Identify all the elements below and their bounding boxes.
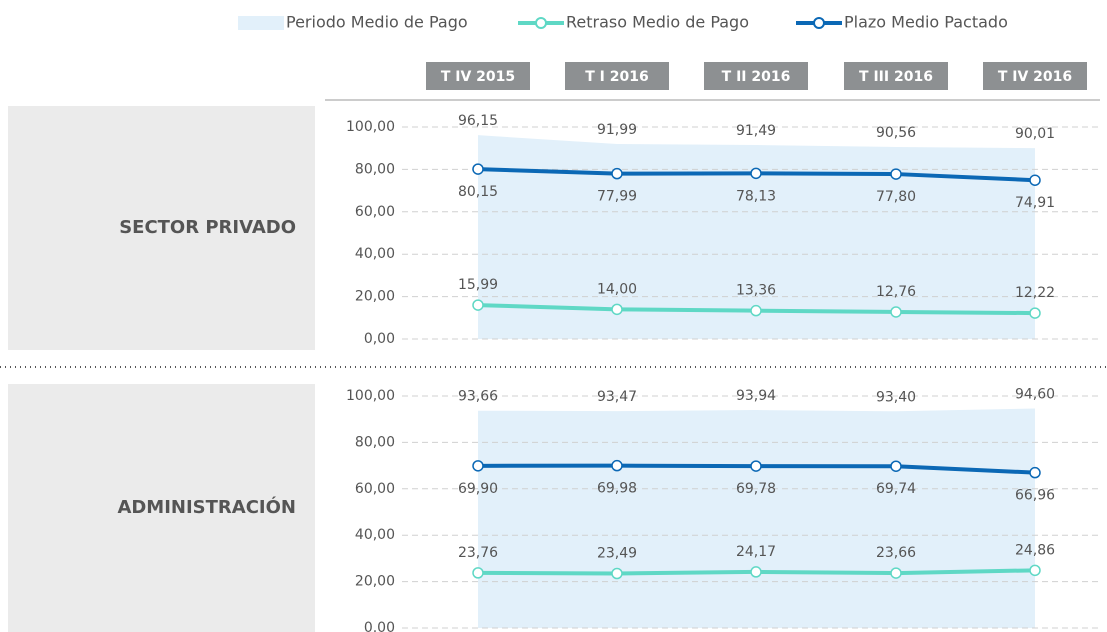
data-label: 93,66 bbox=[458, 389, 498, 405]
y-tick-label: 20,00 bbox=[355, 289, 395, 305]
marker bbox=[472, 460, 484, 472]
data-label: 23,49 bbox=[597, 546, 637, 562]
marker bbox=[472, 163, 484, 175]
y-tick-label: 0,00 bbox=[364, 331, 395, 347]
data-label: 80,15 bbox=[458, 184, 498, 200]
data-label: 93,47 bbox=[597, 389, 637, 405]
y-tick-label: 40,00 bbox=[355, 246, 395, 262]
data-label: 74,91 bbox=[1015, 195, 1055, 211]
data-label: 69,74 bbox=[876, 481, 916, 497]
legend-swatch bbox=[238, 16, 284, 30]
data-label: 90,01 bbox=[1015, 126, 1055, 142]
marker bbox=[1029, 174, 1041, 186]
y-tick-label: 60,00 bbox=[355, 204, 395, 220]
y-tick-label: 40,00 bbox=[355, 527, 395, 543]
panel-label-box bbox=[8, 106, 315, 350]
column-header-label: T IV 2016 bbox=[998, 69, 1072, 85]
data-label: 90,56 bbox=[876, 125, 916, 141]
legend-marker bbox=[535, 17, 547, 29]
column-header-label: T III 2016 bbox=[859, 69, 933, 85]
panel-label-box bbox=[8, 384, 315, 632]
area bbox=[478, 408, 1035, 628]
marker bbox=[1029, 307, 1041, 319]
data-label: 12,76 bbox=[876, 284, 916, 300]
marker bbox=[890, 567, 902, 579]
legend-label: Periodo Medio de Pago bbox=[286, 13, 468, 32]
y-tick-label: 60,00 bbox=[355, 481, 395, 497]
panel-title: SECTOR PRIVADO bbox=[119, 217, 296, 238]
legend-label: Retraso Medio de Pago bbox=[566, 13, 749, 32]
marker bbox=[890, 306, 902, 318]
data-label: 93,40 bbox=[876, 389, 916, 405]
data-label: 23,66 bbox=[876, 545, 916, 561]
data-label: 15,99 bbox=[458, 277, 498, 293]
y-tick-label: 80,00 bbox=[355, 434, 395, 450]
marker bbox=[1029, 564, 1041, 577]
data-label: 66,96 bbox=[1015, 488, 1055, 504]
data-label: 12,22 bbox=[1015, 285, 1055, 301]
data-label: 23,76 bbox=[458, 545, 498, 561]
y-tick-label: 80,00 bbox=[355, 161, 395, 177]
data-label: 24,86 bbox=[1015, 542, 1055, 558]
data-label: 69,78 bbox=[736, 481, 776, 497]
data-label: 91,49 bbox=[736, 123, 776, 139]
data-label: 78,13 bbox=[736, 188, 776, 204]
data-label: 24,17 bbox=[736, 544, 776, 560]
data-label: 77,99 bbox=[597, 189, 637, 205]
y-tick-label: 100,00 bbox=[346, 119, 395, 135]
marker bbox=[611, 459, 623, 472]
marker bbox=[750, 566, 762, 578]
data-label: 93,94 bbox=[736, 388, 776, 404]
data-label: 69,90 bbox=[458, 481, 498, 497]
column-header bbox=[426, 62, 530, 90]
marker bbox=[1029, 466, 1041, 479]
data-label: 96,15 bbox=[458, 113, 498, 129]
data-label: 14,00 bbox=[597, 281, 637, 297]
column-header-label: T IV 2015 bbox=[441, 69, 515, 85]
data-label: 77,80 bbox=[876, 189, 916, 205]
marker bbox=[472, 567, 484, 579]
data-label: 94,60 bbox=[1015, 387, 1055, 403]
marker bbox=[750, 304, 762, 317]
legend-marker bbox=[813, 17, 825, 29]
column-header bbox=[844, 62, 948, 90]
marker bbox=[472, 299, 484, 311]
marker bbox=[750, 460, 762, 472]
column-header bbox=[565, 62, 669, 90]
column-header bbox=[704, 62, 808, 90]
marker bbox=[750, 167, 762, 180]
data-label: 69,98 bbox=[597, 481, 637, 497]
y-tick-label: 20,00 bbox=[355, 574, 395, 590]
marker bbox=[890, 168, 902, 180]
marker bbox=[611, 167, 623, 180]
column-header-label: T I 2016 bbox=[585, 69, 648, 85]
column-header-label: T II 2016 bbox=[722, 69, 791, 85]
marker bbox=[611, 303, 623, 316]
panel-title: ADMINISTRACIÓN bbox=[117, 496, 296, 518]
data-label: 13,36 bbox=[736, 283, 776, 299]
column-header bbox=[983, 62, 1087, 90]
y-tick-label: 0.00 bbox=[364, 620, 395, 632]
data-label: 91,99 bbox=[597, 122, 637, 138]
marker bbox=[611, 567, 623, 580]
y-tick-label: 100,00 bbox=[346, 388, 395, 404]
legend-label: Plazo Medio Pactado bbox=[844, 13, 1008, 32]
marker bbox=[890, 460, 902, 472]
area bbox=[478, 135, 1035, 339]
